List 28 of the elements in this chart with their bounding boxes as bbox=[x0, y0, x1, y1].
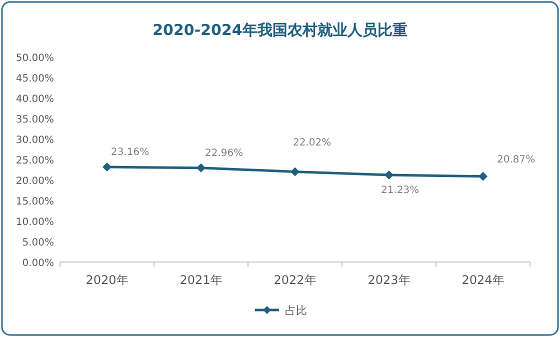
y-tick-label: 50.00% bbox=[16, 53, 54, 64]
x-tick-label: 2023年 bbox=[368, 273, 410, 287]
y-tick-label: 5.00% bbox=[22, 238, 54, 248]
point bbox=[102, 162, 112, 172]
x-tick-label: 2022年 bbox=[274, 273, 316, 287]
y-tick-label: 15.00% bbox=[16, 196, 54, 208]
y-tick-label: 0.00% bbox=[22, 258, 54, 269]
data-label: 21.23% bbox=[381, 184, 420, 196]
point bbox=[290, 167, 300, 176]
point bbox=[384, 170, 394, 180]
legend-label: 占比 bbox=[285, 304, 307, 317]
y-tick-label: 25.00% bbox=[16, 156, 54, 166]
y-tick-label: 10.00% bbox=[16, 217, 54, 228]
data-label: 22.02% bbox=[293, 138, 332, 149]
point bbox=[196, 163, 206, 172]
data-label: 23.16% bbox=[111, 147, 150, 158]
point bbox=[478, 172, 488, 181]
y-tick-label: 30.00% bbox=[16, 135, 54, 146]
y-tick-label: 45.00% bbox=[16, 74, 54, 84]
data-label: 20.87% bbox=[497, 154, 536, 166]
y-tick-label: 20.00% bbox=[16, 176, 54, 187]
y-tick-label: 35.00% bbox=[16, 114, 54, 126]
data-label: 22.96% bbox=[205, 148, 244, 159]
x-tick-label: 2021年 bbox=[180, 273, 222, 287]
x-tick-label: 2020年 bbox=[86, 273, 128, 287]
y-tick-label: 40.00% bbox=[16, 94, 54, 105]
chart-title: 2020-2024年我国农村就业人员比重 bbox=[152, 21, 408, 39]
x-tick-label: 2024年 bbox=[462, 273, 504, 287]
